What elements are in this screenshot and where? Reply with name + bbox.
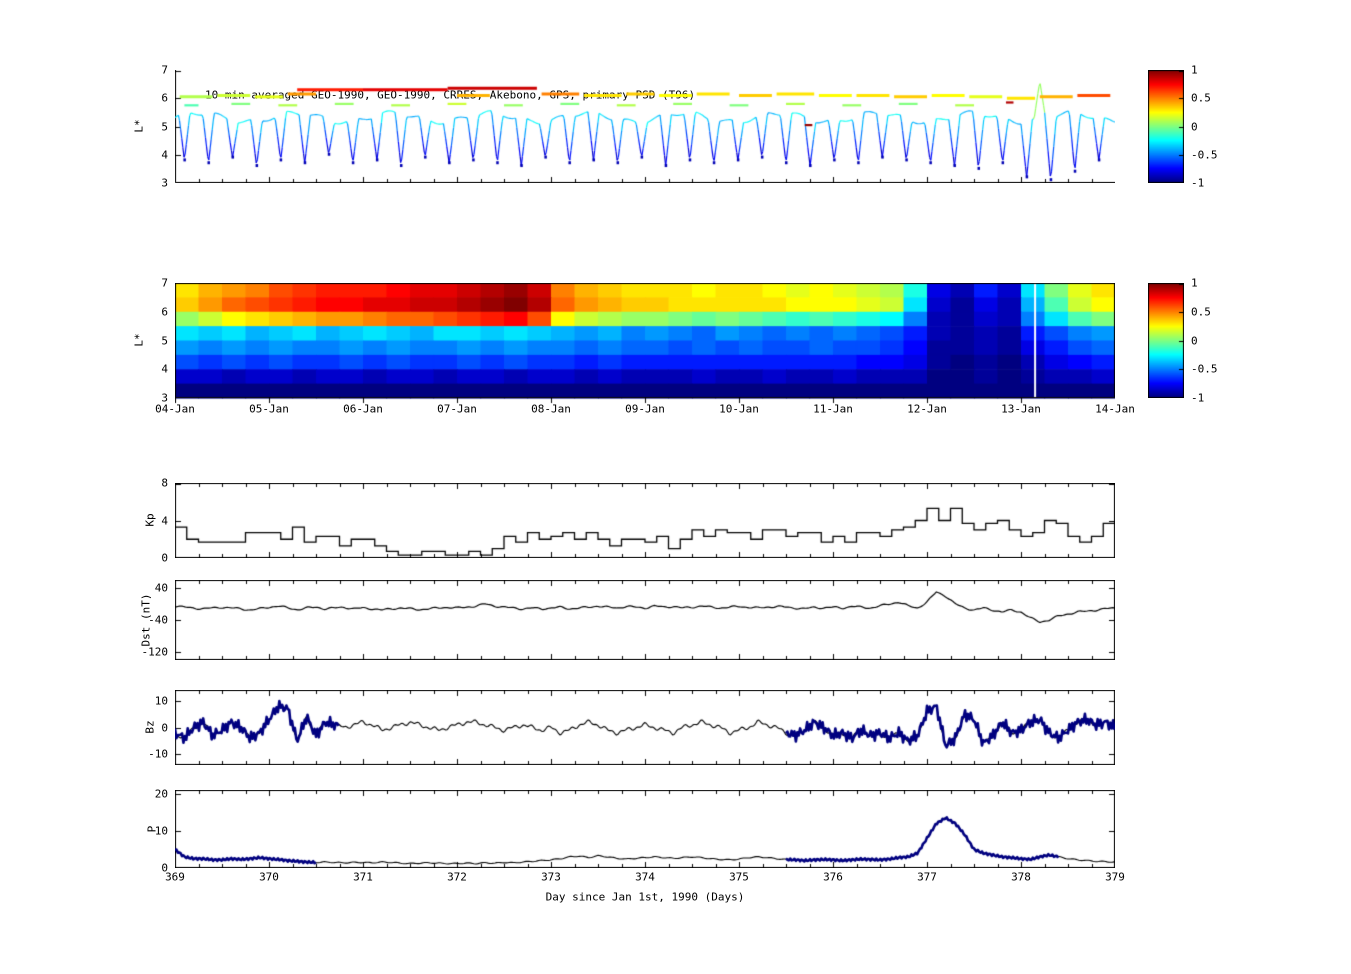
- dst-ytick-label: -120: [141, 645, 169, 659]
- panel2-ylabel: L*: [132, 333, 146, 347]
- colorbar-top: [1148, 70, 1184, 183]
- panel5-ylabel: Bz: [143, 720, 157, 734]
- heatmap-ytick-label: 7: [161, 276, 168, 290]
- dst-ytick-label: -40: [148, 613, 168, 627]
- colorbar-mid: [1148, 283, 1184, 398]
- psd-scatter-ytick-label: 4: [161, 148, 168, 162]
- heatmap-xtick-label: 13-Jan: [1001, 402, 1041, 416]
- colorbar-tick-label: -0.5: [1191, 362, 1218, 376]
- psd-scatter-canvas: [175, 70, 1115, 183]
- p-ytick-label: 0: [161, 861, 168, 875]
- kp-ytick-label: 0: [161, 551, 168, 565]
- heatmap-xtick-label: 10-Jan: [719, 402, 759, 416]
- x-tick-label: 372: [447, 870, 467, 884]
- x-tick-label: 375: [729, 870, 749, 884]
- x-tick-label: 374: [635, 870, 655, 884]
- colorbar-tick-label: 0: [1191, 334, 1198, 347]
- bz-ytick-label: 0: [161, 721, 168, 734]
- psd-heatmap-canvas: [175, 283, 1115, 405]
- x-tick-label: 373: [541, 870, 561, 884]
- bz-ytick-label: -10: [148, 747, 168, 761]
- heatmap-xtick-label: 12-Jan: [907, 402, 947, 416]
- colorbar-tick-label: 0.5: [1191, 305, 1211, 319]
- heatmap-xtick-label: 06-Jan: [343, 402, 383, 416]
- heatmap-ytick-label: 3: [161, 391, 168, 405]
- colorbar-tick-label: 1: [1191, 276, 1198, 290]
- x-tick-label: 369: [165, 870, 185, 884]
- psd-scatter-ytick-label: 5: [161, 120, 168, 133]
- kp-ytick-label: 8: [161, 476, 168, 490]
- heatmap-xtick-label: 14-Jan: [1095, 402, 1135, 416]
- colorbar-tick-label: -0.5: [1191, 148, 1218, 162]
- x-axis-label: Day since Jan 1st, 1990 (Days): [545, 890, 745, 904]
- heatmap-xtick-label: 08-Jan: [531, 402, 571, 416]
- x-tick-label: 377: [917, 870, 937, 884]
- psd-scatter-ytick-label: 3: [161, 176, 168, 190]
- dst-canvas: [175, 580, 1115, 660]
- heatmap-xtick-label: 09-Jan: [625, 402, 665, 416]
- p-ytick-label: 20: [154, 787, 168, 801]
- p-ytick-label: 10: [154, 824, 168, 838]
- heatmap-ytick-label: 4: [161, 362, 168, 376]
- x-tick-label: 379: [1105, 870, 1125, 884]
- colorbar-tick-label: -1: [1191, 176, 1205, 190]
- bz-ytick-label: 10: [154, 694, 168, 708]
- heatmap-xtick-label: 05-Jan: [249, 402, 289, 416]
- colorbar-tick-label: 0.5: [1191, 91, 1211, 105]
- kp-canvas: [175, 483, 1115, 558]
- x-tick-label: 370: [259, 870, 279, 884]
- bz-canvas: [175, 690, 1115, 765]
- kp-ytick-label: 4: [161, 514, 168, 527]
- dst-ytick-label: 40: [154, 581, 168, 595]
- x-tick-label: 378: [1011, 870, 1031, 884]
- x-tick-label: 371: [353, 870, 373, 884]
- psd-scatter-ytick-label: 7: [161, 63, 168, 77]
- colorbar-tick-label: 1: [1191, 63, 1198, 77]
- heatmap-xtick-label: 04-Jan: [155, 402, 195, 416]
- colorbar-tick-label: 0: [1191, 120, 1198, 133]
- heatmap-ytick-label: 5: [161, 334, 168, 347]
- colorbar-tick-label: -1: [1191, 391, 1205, 405]
- heatmap-xtick-label: 11-Jan: [813, 402, 853, 416]
- p-canvas: [175, 790, 1115, 868]
- x-tick-label: 376: [823, 870, 843, 884]
- psd-scatter-ytick-label: 6: [161, 91, 168, 105]
- panel1-ylabel: L*: [132, 119, 146, 133]
- heatmap-xtick-label: 07-Jan: [437, 402, 477, 416]
- panel3-ylabel: Kp: [143, 513, 157, 527]
- heatmap-ytick-label: 6: [161, 305, 168, 319]
